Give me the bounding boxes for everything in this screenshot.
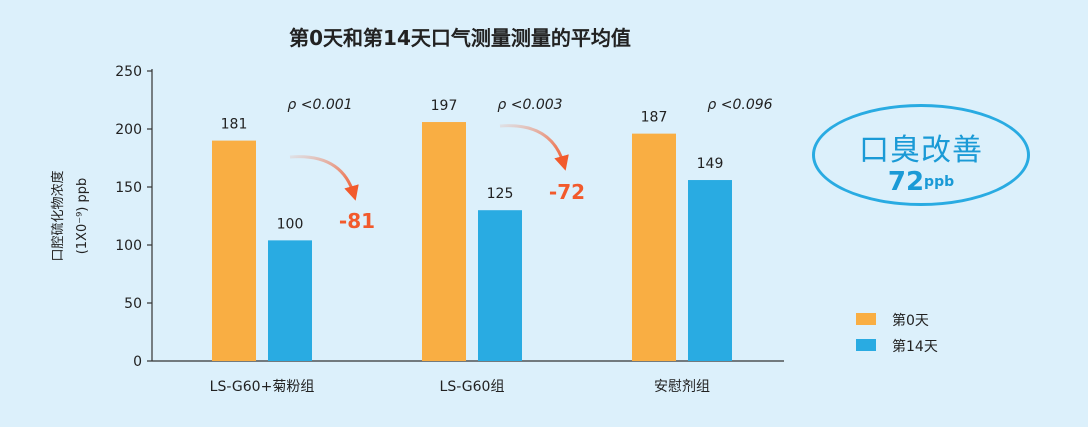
bar-value-label: 187 <box>641 110 668 126</box>
badge-title: 口臭改善 <box>859 133 983 168</box>
legend-swatch-day0 <box>856 313 876 325</box>
bar-value-label: 100 <box>277 216 304 232</box>
y-tick-label: 200 <box>115 122 142 138</box>
improvement-badge: 口臭改善 72ppb <box>812 104 1030 206</box>
x-category-label: 安慰剂组 <box>654 378 710 395</box>
bar-day0 <box>632 133 676 361</box>
y-tick-label: 100 <box>115 238 142 254</box>
x-category-label: LS-G60+菊粉组 <box>210 379 315 395</box>
x-category-label: LS-G60组 <box>440 379 505 395</box>
legend-swatch-day14 <box>856 339 876 351</box>
bar-day14 <box>478 210 522 361</box>
p-value-label: ρ <0.001 <box>287 97 352 113</box>
y-axis-label: 口腔硫化物浓度 (1X0⁻⁹) ppb <box>50 170 90 261</box>
bar-day0 <box>422 122 466 361</box>
bar-day0 <box>212 140 256 361</box>
bar-value-label: 149 <box>697 156 724 172</box>
p-value-label: ρ <0.096 <box>707 97 772 113</box>
badge-unit: ppb <box>924 174 955 190</box>
y-tick-label: 0 <box>133 354 142 370</box>
p-value-label: ρ <0.003 <box>497 97 562 113</box>
y-tick-label: 250 <box>115 64 142 80</box>
bar-value-label: 181 <box>221 117 248 133</box>
difference-label: -72 <box>549 180 585 204</box>
chart-title: 第0天和第14天口气测量测量的平均值 <box>289 26 631 50</box>
y-axis-label-line1: 口腔硫化物浓度 <box>50 170 66 261</box>
legend-label-day0: 第0天 <box>892 312 929 329</box>
difference-arrow <box>499 124 569 171</box>
bar-value-label: 125 <box>487 186 514 202</box>
badge-value: 72 <box>887 167 925 197</box>
bar-day14 <box>688 180 732 361</box>
difference-arrow <box>289 155 359 201</box>
bar-day14 <box>268 240 312 361</box>
badge-value-line: 72ppb <box>815 169 1027 195</box>
y-axis-label-line2: (1X0⁻⁹) ppb <box>75 178 90 255</box>
legend-label-day14: 第14天 <box>892 338 938 355</box>
bar-value-label: 197 <box>431 98 458 114</box>
y-tick-label: 150 <box>115 180 142 196</box>
y-tick-label: 50 <box>124 296 142 312</box>
difference-label: -81 <box>339 209 375 233</box>
